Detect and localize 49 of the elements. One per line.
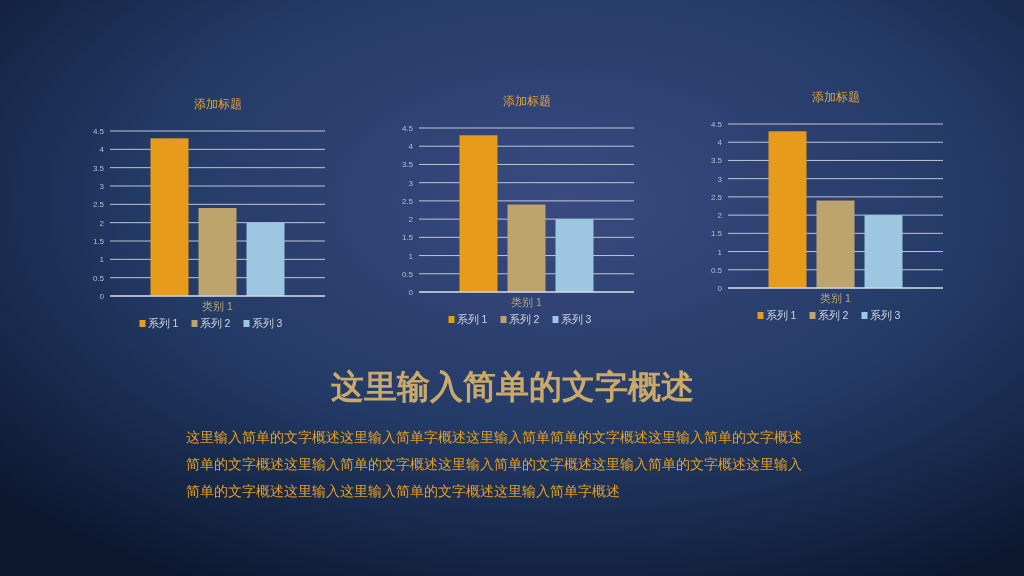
y-tick-label: 0 — [408, 288, 414, 297]
legend-label: 系列 3 — [869, 309, 901, 321]
y-tick-label: 2 — [408, 215, 414, 225]
legend-label: 系列 1 — [765, 309, 797, 321]
y-tick-label: 3.5 — [92, 163, 105, 173]
y-tick-label: 3.5 — [710, 156, 723, 166]
y-tick-label: 0 — [717, 284, 723, 293]
y-tick-label: 3 — [717, 174, 723, 184]
y-tick-label: 4 — [408, 142, 414, 152]
text: 简单的文字概述这里输入简单的文字概述这里输入简单的文字概述这里输入简单的文字概述这里输入 — [186, 456, 802, 472]
y-tick-label: 3 — [99, 182, 105, 191]
y-tick-label: 0.5 — [401, 269, 414, 279]
x-tick-label: 类别 1 — [820, 292, 852, 304]
legend-label: 系列 2 — [199, 317, 231, 329]
y-tick-label: 2.5 — [401, 196, 414, 206]
text: 简单的文字概述这里输入这里输入简单的文字概述这里输入简单字概述 — [186, 483, 620, 499]
legend-label: 系列 1 — [147, 317, 179, 329]
legend-label: 系列 3 — [251, 317, 283, 329]
y-tick-label: 3.5 — [401, 160, 414, 170]
y-tick-label: 4.5 — [401, 124, 414, 133]
x-tick-label: 类别 1 — [202, 300, 234, 312]
y-tick-label: 2.5 — [710, 192, 723, 202]
legend-label: 系列 1 — [456, 313, 488, 325]
legend-label: 系列 2 — [817, 309, 849, 321]
y-tick-label: 1 — [99, 255, 105, 265]
y-tick-label: 1.5 — [710, 229, 723, 239]
legend-label: 系列 3 — [560, 313, 592, 325]
text: 这里输入简单的文字概述这里输入简单字概述这里输入简单简单的文字概述这里输入简单的文字概述 — [186, 429, 802, 445]
legend-label: 系列 2 — [508, 313, 540, 325]
y-tick-label: 4 — [717, 138, 723, 148]
y-tick-label: 4.5 — [92, 127, 105, 136]
text: 这里输入简单的文字概述 — [330, 368, 694, 405]
y-tick-label: 4.5 — [710, 120, 723, 129]
x-tick-label: 类别 1 — [511, 296, 543, 308]
y-tick-label: 2.5 — [92, 200, 105, 210]
y-tick-label: 1 — [408, 251, 414, 261]
y-tick-label: 0 — [99, 292, 105, 301]
y-tick-label: 1 — [717, 247, 723, 257]
y-tick-label: 2 — [99, 218, 105, 228]
y-tick-label: 1.5 — [401, 233, 414, 243]
y-tick-label: 1.5 — [92, 237, 105, 246]
y-tick-label: 3 — [408, 178, 414, 188]
y-tick-label: 0.5 — [710, 265, 723, 275]
chart-title: 添加标题 — [502, 94, 551, 108]
y-tick-label: 2 — [717, 211, 723, 221]
y-tick-label: 4 — [99, 145, 105, 155]
chart-title: 添加标题 — [811, 90, 860, 104]
y-tick-label: 0.5 — [92, 273, 105, 283]
chart-title: 添加标题 — [193, 97, 242, 111]
